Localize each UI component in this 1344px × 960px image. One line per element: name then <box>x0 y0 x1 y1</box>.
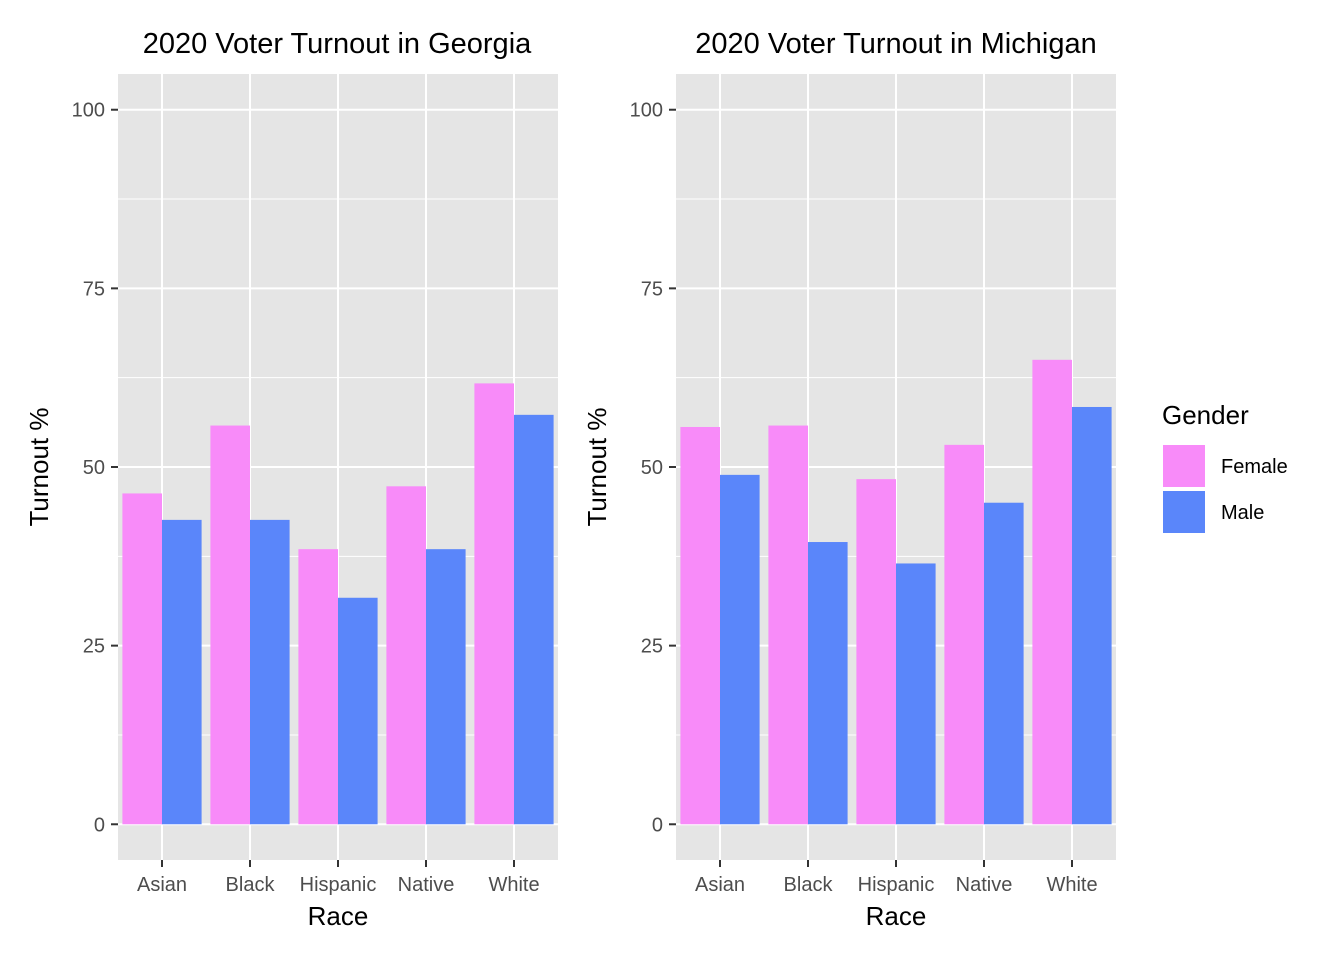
michigan-x-tick-label: White <box>1046 874 1097 896</box>
georgia-bar-hispanic-female <box>298 549 338 825</box>
georgia-bar-black-male <box>250 519 290 825</box>
legend: Gender Female Male <box>1161 400 1288 535</box>
michigan-bar-native-female <box>944 444 984 825</box>
michigan-bar-asian-female <box>680 426 720 825</box>
georgia-x-tick-label: Black <box>226 874 276 896</box>
georgia-x-tick-label: Native <box>398 874 455 896</box>
georgia-y-axis-title: Turnout % <box>24 408 54 527</box>
georgia-y-tick-label: 100 <box>72 100 105 122</box>
michigan-x-tick-label: Hispanic <box>858 874 935 896</box>
georgia-y-tick-label: 50 <box>83 457 105 479</box>
michigan-x-tick-label: Native <box>956 874 1013 896</box>
georgia-bar-hispanic-male <box>338 597 378 825</box>
michigan-bar-black-female <box>768 425 808 825</box>
georgia-x-tick-label: Asian <box>137 874 187 896</box>
georgia-y-tick-label: 0 <box>94 814 105 836</box>
michigan-bar-asian-male <box>720 474 760 825</box>
michigan-bar-black-male <box>808 542 848 825</box>
michigan-x-axis-title: Race <box>866 901 927 931</box>
georgia-bar-asian-male <box>162 519 202 825</box>
georgia-chart-title: 2020 Voter Turnout in Georgia <box>143 28 532 60</box>
michigan-chart-panel: 2020 Voter Turnout in Michigan Race Turn… <box>582 28 1116 931</box>
legend-label-female: Female <box>1221 456 1288 478</box>
michigan-bar-native-male <box>984 502 1024 825</box>
michigan-x-tick-label: Asian <box>695 874 745 896</box>
georgia-bar-black-female <box>210 425 250 825</box>
legend-title: Gender <box>1162 400 1249 430</box>
michigan-chart-title: 2020 Voter Turnout in Michigan <box>695 28 1096 60</box>
georgia-y-tick-label: 75 <box>83 278 105 300</box>
michigan-y-tick-label: 0 <box>652 814 663 836</box>
michigan-y-tick-label: 25 <box>641 636 663 658</box>
michigan-y-tick-label: 50 <box>641 457 663 479</box>
michigan-x-tick-label: Black <box>784 874 834 896</box>
georgia-y-tick-label: 25 <box>83 636 105 658</box>
michigan-y-tick-label: 75 <box>641 278 663 300</box>
michigan-bar-hispanic-male <box>896 563 936 825</box>
georgia-bar-native-male <box>426 549 466 825</box>
georgia-x-tick-label: White <box>488 874 539 896</box>
legend-key-male <box>1161 489 1207 535</box>
legend-key-female <box>1161 443 1207 489</box>
georgia-bar-asian-female <box>122 493 162 825</box>
legend-label-male: Male <box>1221 502 1264 524</box>
michigan-bar-hispanic-female <box>856 479 896 825</box>
georgia-x-axis-title: Race <box>308 901 369 931</box>
michigan-bar-white-female <box>1032 359 1072 825</box>
michigan-bar-white-male <box>1072 406 1112 825</box>
georgia-bar-white-female <box>474 383 514 825</box>
michigan-y-axis-title: Turnout % <box>582 408 612 527</box>
georgia-chart-panel: 2020 Voter Turnout in Georgia Race Turno… <box>24 28 558 931</box>
georgia-bar-native-female <box>386 486 426 825</box>
georgia-x-tick-label: Hispanic <box>300 874 377 896</box>
georgia-bar-white-male <box>514 414 554 825</box>
michigan-y-tick-label: 100 <box>630 100 663 122</box>
